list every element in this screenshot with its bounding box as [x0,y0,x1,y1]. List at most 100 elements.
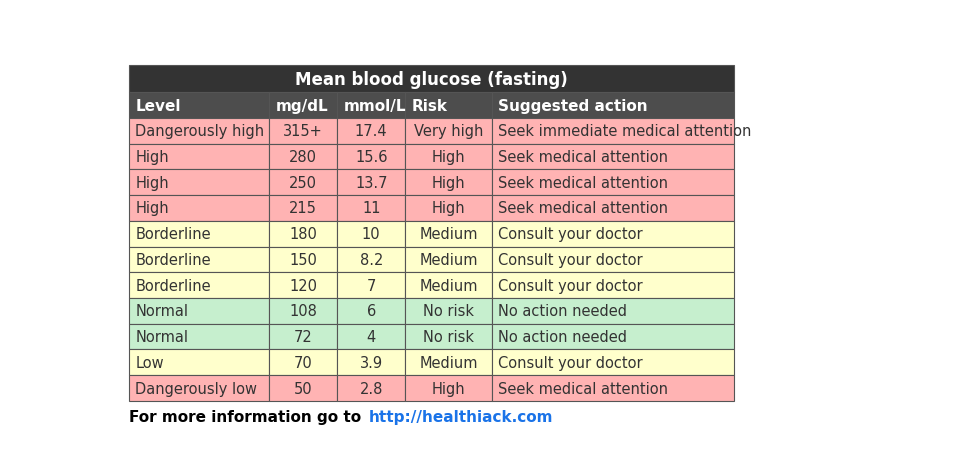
FancyBboxPatch shape [406,350,492,375]
Text: 4: 4 [367,329,375,344]
FancyBboxPatch shape [269,350,337,375]
Text: Dangerously low: Dangerously low [136,381,257,396]
Text: Borderline: Borderline [136,252,212,267]
Text: 15.6: 15.6 [355,150,387,165]
Text: 17.4: 17.4 [355,124,387,139]
FancyBboxPatch shape [492,350,734,375]
FancyBboxPatch shape [406,375,492,401]
Text: 180: 180 [290,227,317,242]
FancyBboxPatch shape [492,324,734,350]
FancyBboxPatch shape [130,273,269,298]
FancyBboxPatch shape [406,324,492,350]
Text: Seek medical attention: Seek medical attention [498,381,668,396]
FancyBboxPatch shape [130,66,734,93]
Text: For more information go to: For more information go to [130,410,367,425]
Text: No action needed: No action needed [498,304,627,319]
FancyBboxPatch shape [406,170,492,196]
Text: 8.2: 8.2 [360,252,383,267]
FancyBboxPatch shape [492,144,734,170]
Text: mg/dL: mg/dL [275,98,328,113]
Text: Mean blood glucose (fasting): Mean blood glucose (fasting) [295,71,568,88]
Text: 120: 120 [290,278,317,293]
Text: Medium: Medium [419,355,478,370]
Text: 13.7: 13.7 [355,175,387,190]
FancyBboxPatch shape [492,298,734,324]
FancyBboxPatch shape [130,221,269,247]
FancyBboxPatch shape [406,298,492,324]
Text: Medium: Medium [419,278,478,293]
FancyBboxPatch shape [337,221,406,247]
Text: 6: 6 [367,304,375,319]
FancyBboxPatch shape [406,119,492,144]
FancyBboxPatch shape [269,196,337,221]
Text: 2.8: 2.8 [360,381,383,396]
FancyBboxPatch shape [492,93,734,119]
Text: 3.9: 3.9 [360,355,383,370]
FancyBboxPatch shape [269,119,337,144]
FancyBboxPatch shape [269,144,337,170]
FancyBboxPatch shape [492,375,734,401]
Text: High: High [136,201,169,216]
Text: Level: Level [136,98,181,113]
FancyBboxPatch shape [406,144,492,170]
Text: Borderline: Borderline [136,227,212,242]
FancyBboxPatch shape [130,350,269,375]
Text: 215: 215 [290,201,317,216]
Text: High: High [432,381,465,396]
Text: No risk: No risk [423,304,474,319]
Text: 315+: 315+ [284,124,323,139]
Text: Seek medical attention: Seek medical attention [498,175,668,190]
FancyBboxPatch shape [337,144,406,170]
FancyBboxPatch shape [406,196,492,221]
FancyBboxPatch shape [130,375,269,401]
Text: Medium: Medium [419,252,478,267]
FancyBboxPatch shape [269,247,337,273]
FancyBboxPatch shape [337,324,406,350]
FancyBboxPatch shape [492,221,734,247]
Text: Low: Low [136,355,164,370]
Text: No risk: No risk [423,329,474,344]
Text: Borderline: Borderline [136,278,212,293]
Text: 280: 280 [290,150,317,165]
FancyBboxPatch shape [337,298,406,324]
FancyBboxPatch shape [130,119,269,144]
FancyBboxPatch shape [492,119,734,144]
FancyBboxPatch shape [130,298,269,324]
FancyBboxPatch shape [492,196,734,221]
FancyBboxPatch shape [337,119,406,144]
FancyBboxPatch shape [130,247,269,273]
Text: Seek medical attention: Seek medical attention [498,150,668,165]
FancyBboxPatch shape [337,247,406,273]
Text: mmol/L: mmol/L [343,98,406,113]
Text: 11: 11 [362,201,380,216]
Text: 10: 10 [362,227,380,242]
Text: Medium: Medium [419,227,478,242]
FancyBboxPatch shape [406,93,492,119]
Text: Suggested action: Suggested action [498,98,647,113]
FancyBboxPatch shape [337,196,406,221]
FancyBboxPatch shape [269,93,337,119]
FancyBboxPatch shape [492,273,734,298]
Text: High: High [136,175,169,190]
Text: High: High [432,201,465,216]
FancyBboxPatch shape [406,273,492,298]
FancyBboxPatch shape [130,196,269,221]
Text: Consult your doctor: Consult your doctor [498,355,643,370]
FancyBboxPatch shape [337,375,406,401]
Text: 50: 50 [293,381,313,396]
FancyBboxPatch shape [337,273,406,298]
Text: Consult your doctor: Consult your doctor [498,278,643,293]
Text: Seek medical attention: Seek medical attention [498,201,668,216]
FancyBboxPatch shape [269,170,337,196]
FancyBboxPatch shape [337,93,406,119]
FancyBboxPatch shape [130,324,269,350]
Text: 250: 250 [290,175,317,190]
Text: High: High [432,150,465,165]
FancyBboxPatch shape [130,93,269,119]
FancyBboxPatch shape [269,375,337,401]
Text: Normal: Normal [136,329,188,344]
Text: No action needed: No action needed [498,329,627,344]
FancyBboxPatch shape [492,247,734,273]
Text: Normal: Normal [136,304,188,319]
FancyBboxPatch shape [406,247,492,273]
